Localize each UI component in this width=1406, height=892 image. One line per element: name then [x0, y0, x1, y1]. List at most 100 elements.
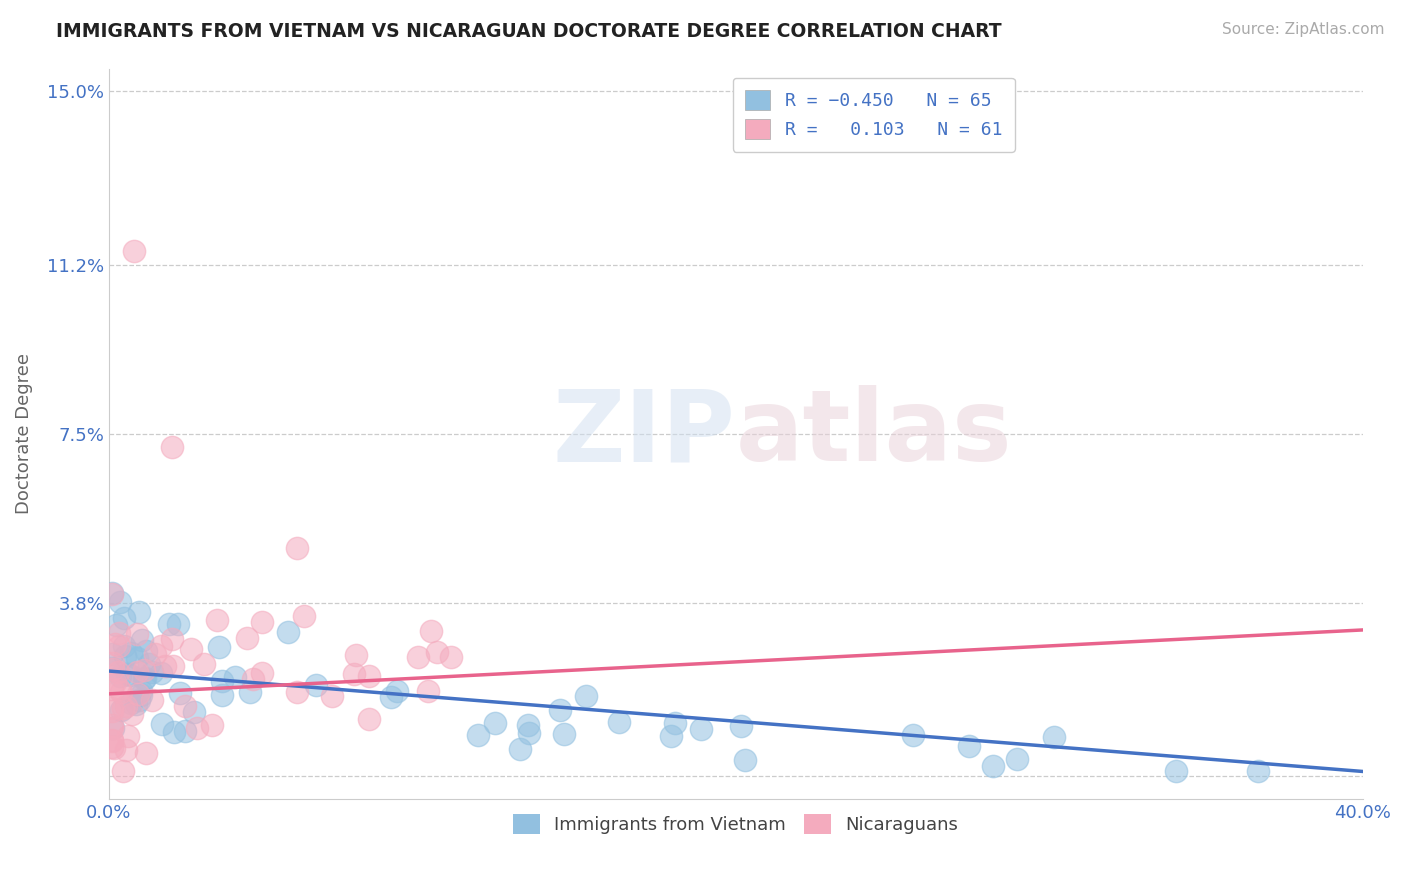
- Point: [236, 632, 259, 646]
- Point: [211, 674, 233, 689]
- Point: [321, 689, 343, 703]
- Text: ZIP: ZIP: [553, 385, 735, 483]
- Point: [131, 683, 153, 698]
- Point: [101, 662, 124, 676]
- Point: [101, 718, 124, 732]
- Point: [509, 741, 531, 756]
- Point: [416, 683, 439, 698]
- Point: [157, 617, 180, 632]
- Point: [252, 665, 274, 680]
- Point: [292, 609, 315, 624]
- Point: [101, 739, 124, 754]
- Point: [120, 696, 142, 710]
- Point: [141, 693, 163, 707]
- Point: [983, 759, 1005, 773]
- Point: [1005, 752, 1028, 766]
- Point: [122, 244, 145, 259]
- Point: [517, 725, 540, 739]
- Point: [125, 698, 148, 712]
- Text: atlas: atlas: [735, 385, 1012, 483]
- Point: [1166, 764, 1188, 779]
- Point: [163, 725, 186, 739]
- Point: [111, 764, 134, 779]
- Point: [344, 648, 367, 663]
- Point: [166, 617, 188, 632]
- Point: [224, 670, 246, 684]
- Point: [135, 746, 157, 760]
- Point: [607, 714, 630, 729]
- Point: [730, 719, 752, 733]
- Point: [132, 663, 155, 677]
- Point: [426, 645, 449, 659]
- Point: [121, 707, 143, 722]
- Point: [101, 586, 124, 600]
- Point: [205, 613, 228, 627]
- Point: [162, 659, 184, 673]
- Point: [128, 693, 150, 707]
- Point: [104, 674, 127, 689]
- Point: [125, 665, 148, 680]
- Point: [385, 683, 408, 698]
- Point: [101, 661, 124, 675]
- Point: [110, 702, 132, 716]
- Point: [357, 669, 380, 683]
- Point: [1247, 764, 1270, 779]
- Legend: Immigrants from Vietnam, Nicaraguans: Immigrants from Vietnam, Nicaraguans: [502, 803, 969, 845]
- Point: [115, 666, 138, 681]
- Point: [548, 703, 571, 717]
- Point: [734, 753, 756, 767]
- Point: [128, 605, 150, 619]
- Point: [101, 648, 124, 662]
- Point: [108, 595, 131, 609]
- Point: [141, 665, 163, 680]
- Point: [160, 632, 183, 647]
- Point: [957, 739, 980, 754]
- Point: [467, 728, 489, 742]
- Point: [186, 721, 208, 735]
- Point: [419, 624, 441, 639]
- Point: [127, 651, 149, 665]
- Point: [112, 611, 135, 625]
- Point: [342, 667, 364, 681]
- Point: [132, 672, 155, 686]
- Point: [108, 639, 131, 653]
- Point: [134, 671, 156, 685]
- Point: [114, 648, 136, 663]
- Point: [406, 649, 429, 664]
- Point: [174, 723, 197, 738]
- Point: [101, 722, 124, 736]
- Point: [357, 712, 380, 726]
- Point: [252, 615, 274, 630]
- Point: [149, 665, 172, 680]
- Point: [101, 733, 124, 747]
- Point: [380, 690, 402, 704]
- Point: [160, 441, 183, 455]
- Point: [553, 727, 575, 741]
- Point: [193, 657, 215, 672]
- Point: [201, 718, 224, 732]
- Point: [120, 667, 142, 681]
- Point: [135, 644, 157, 658]
- Point: [484, 715, 506, 730]
- Point: [101, 701, 124, 715]
- Point: [129, 688, 152, 702]
- Point: [108, 626, 131, 640]
- Point: [108, 681, 131, 696]
- Point: [110, 685, 132, 699]
- Point: [153, 659, 176, 673]
- Point: [115, 743, 138, 757]
- Point: [149, 640, 172, 654]
- Point: [104, 617, 127, 632]
- Point: [101, 704, 124, 718]
- Point: [150, 717, 173, 731]
- Point: [183, 705, 205, 719]
- Point: [103, 637, 125, 651]
- Point: [101, 721, 124, 735]
- Point: [690, 722, 713, 736]
- Point: [208, 640, 231, 654]
- Point: [173, 699, 195, 714]
- Point: [574, 689, 596, 703]
- Point: [103, 741, 125, 756]
- Point: [127, 687, 149, 701]
- Point: [107, 665, 129, 680]
